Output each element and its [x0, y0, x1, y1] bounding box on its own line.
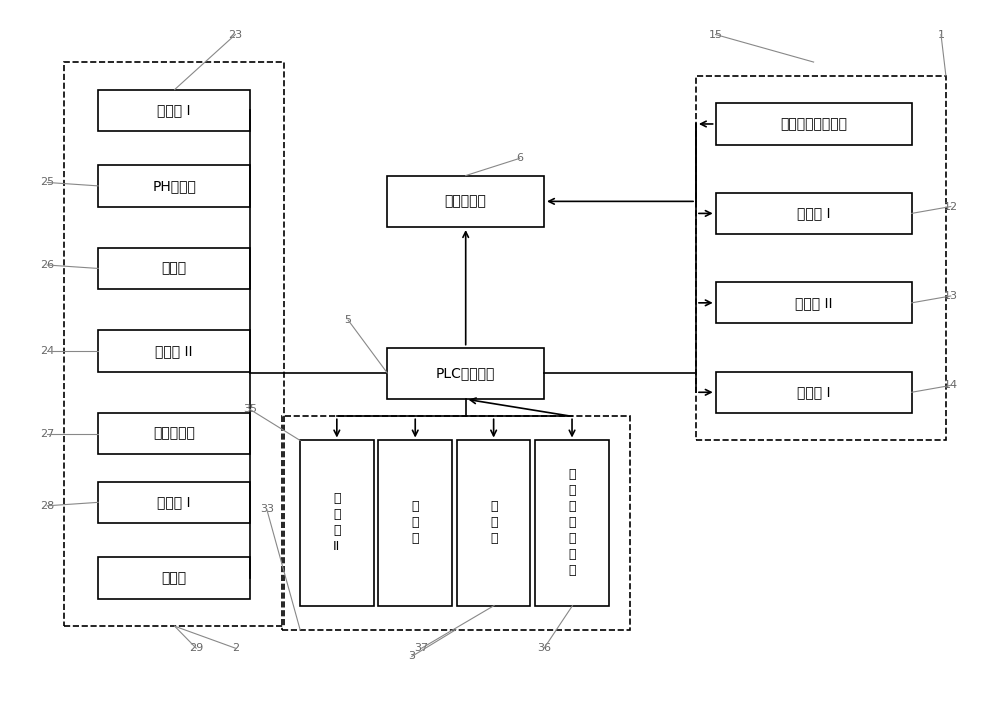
Text: 出水电控阀: 出水电控阀 — [153, 427, 195, 441]
Text: 污水泵 I: 污水泵 I — [797, 206, 830, 220]
Text: 24: 24 — [40, 346, 54, 356]
Text: 5: 5 — [345, 315, 352, 325]
Text: 板框压滤机: 板框压滤机 — [445, 194, 487, 208]
Text: 浮
球
液
位
控
制
器: 浮 球 液 位 控 制 器 — [568, 468, 576, 578]
Text: 加药泵: 加药泵 — [162, 571, 187, 585]
Bar — [387, 176, 544, 227]
Bar — [98, 331, 250, 371]
Text: PLC控制单元: PLC控制单元 — [436, 366, 495, 380]
Text: 截
止
阀: 截 止 阀 — [411, 501, 419, 545]
Text: 搅拌机 II: 搅拌机 II — [155, 344, 193, 358]
Text: 35: 35 — [243, 404, 257, 414]
Text: 14: 14 — [944, 380, 958, 390]
Text: 15: 15 — [709, 29, 723, 39]
Text: 33: 33 — [260, 504, 274, 515]
Text: 36: 36 — [537, 643, 551, 653]
Text: 计量泵: 计量泵 — [162, 261, 187, 275]
Text: 29: 29 — [189, 643, 203, 653]
Bar — [378, 440, 452, 606]
Text: 28: 28 — [40, 501, 54, 511]
Bar — [457, 440, 530, 606]
Bar — [300, 440, 374, 606]
Text: 螺
旋
泵: 螺 旋 泵 — [490, 501, 497, 545]
Text: 搅拌机 I: 搅拌机 I — [157, 103, 191, 117]
Bar — [98, 413, 250, 454]
Bar — [98, 90, 250, 131]
Bar — [282, 416, 630, 630]
Text: 26: 26 — [40, 260, 54, 270]
Bar — [98, 165, 250, 206]
Bar — [64, 62, 284, 626]
Bar — [716, 371, 912, 413]
Text: 25: 25 — [40, 178, 54, 187]
Text: 12: 12 — [944, 201, 958, 211]
Text: 1: 1 — [938, 29, 944, 39]
Bar — [535, 440, 609, 606]
Bar — [98, 557, 250, 599]
Bar — [716, 103, 912, 145]
Text: 6: 6 — [516, 153, 523, 164]
Text: 污水泵 II: 污水泵 II — [795, 296, 832, 310]
Text: 浮球式液位报警器: 浮球式液位报警器 — [780, 117, 847, 131]
Text: 提
升
泵
II: 提 升 泵 II — [333, 493, 341, 553]
Text: 23: 23 — [228, 29, 242, 39]
Bar — [98, 482, 250, 523]
Bar — [98, 248, 250, 289]
Text: 2: 2 — [232, 643, 239, 653]
Bar — [696, 76, 946, 440]
Bar — [387, 347, 544, 399]
Text: PH检测仪: PH检测仪 — [152, 179, 196, 193]
Text: 37: 37 — [415, 643, 429, 653]
Text: 提升泵 I: 提升泵 I — [797, 385, 830, 399]
Text: 3: 3 — [408, 651, 415, 661]
Bar — [716, 193, 912, 234]
Bar — [716, 282, 912, 324]
Text: 13: 13 — [944, 291, 958, 301]
Text: 27: 27 — [40, 428, 54, 439]
Text: 截止阀 I: 截止阀 I — [157, 496, 191, 510]
